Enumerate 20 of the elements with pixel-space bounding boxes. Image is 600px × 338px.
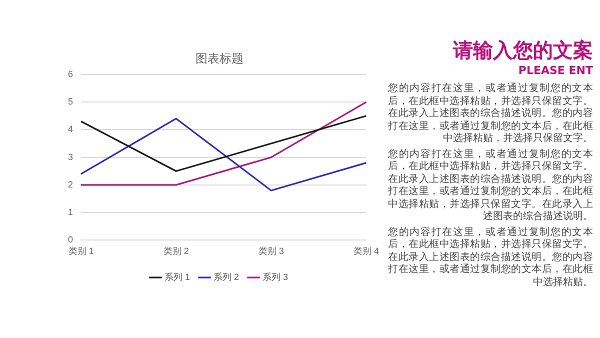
text: PLEASE ENT [517, 64, 593, 77]
y-tick-label: 5 [68, 96, 74, 107]
x-tick-label: 类别 1 [68, 246, 94, 256]
y-tick-label: 0 [68, 234, 74, 245]
legend-label: 系列 1 [164, 272, 190, 282]
text: 请输入您的文案 [452, 38, 593, 62]
legend-label: 系列 2 [213, 272, 240, 282]
text: 您的内容打在这里，或者通过复制您的文本后，在此框中选择粘贴，并选择只保留文字。在此录入上述图表的综合描述说明。您的内容打在这里，或者通过复制您的文本后，在此框中选择粘贴，并选择只保留文字。在此录入上述图表的综合描述说明。 [388, 148, 593, 224]
text: 您的内容打在这里，或者通过复制您的文本后，在此框中选择粘贴，并选择只保留文字。在此录入上述图表的综合描述说明。您的内容打在这里，或者通过复制您的文本后，在此框中选择粘贴。 [388, 226, 593, 289]
y-tick-label: 1 [68, 207, 74, 218]
y-tick-label: 3 [68, 152, 74, 162]
x-tick-label: 类别 2 [163, 246, 189, 256]
chart-title: 图表标题 [196, 51, 244, 66]
legend-label: 系列 3 [262, 272, 288, 282]
text: 您的内容打在这里，或者通过复制您的文本后，在此框中选择粘贴，并选择只保留文字。在此录入上述图表的综合描述说明。您的内容打在这里，或者通过复制您的文本后，在此框中选择粘贴，并选择只保留文字。 [388, 83, 593, 146]
y-tick-label: 4 [68, 124, 74, 134]
y-tick-label: 6 [68, 68, 74, 79]
x-tick-label: 类别 4 [353, 246, 380, 256]
x-tick-label: 类别 3 [258, 246, 284, 256]
y-tick-label: 2 [68, 179, 74, 190]
